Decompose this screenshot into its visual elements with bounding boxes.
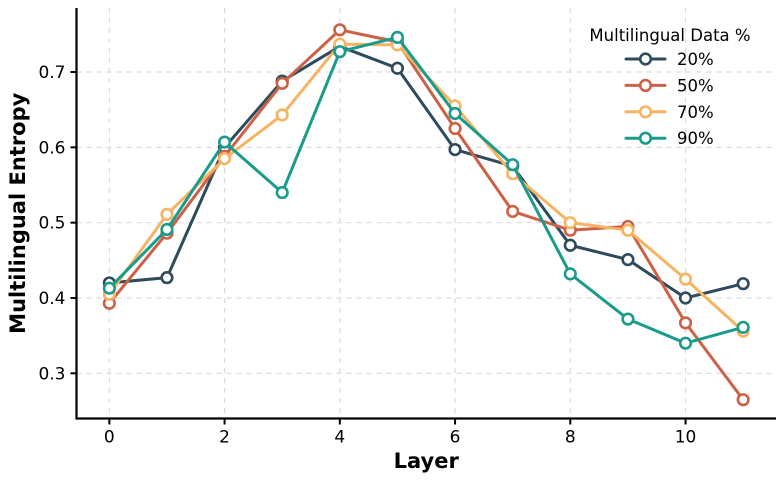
data-point <box>102 281 116 295</box>
x-tick-label: 8 <box>565 428 576 448</box>
data-point <box>217 152 232 166</box>
data-point <box>160 207 174 221</box>
data-point <box>160 271 174 285</box>
x-axis-label: Layer <box>394 449 460 473</box>
legend-marker-circle <box>638 105 653 119</box>
legend-title: Multilingual Data % <box>589 26 750 45</box>
legend-item-20%: 20% <box>624 50 714 69</box>
data-point <box>333 45 347 59</box>
data-point <box>506 204 520 218</box>
y-tick-label: 0.5 <box>38 214 65 234</box>
data-point <box>448 106 462 121</box>
data-point <box>736 320 750 334</box>
legend-marker-circle <box>638 78 653 92</box>
legend: Multilingual Data % 20% 50% 70% 90% <box>589 26 750 148</box>
legend-item-70%: 70% <box>624 103 714 122</box>
x-tick-label: 10 <box>675 428 697 448</box>
y-tick-label: 0.3 <box>38 364 65 384</box>
y-tick-label: 0.6 <box>38 138 65 158</box>
data-point <box>333 23 347 37</box>
data-point <box>736 393 750 407</box>
x-tick-label: 0 <box>104 428 115 448</box>
legend-marker-circle <box>638 131 653 145</box>
data-point <box>275 185 289 200</box>
legend-label: 90% <box>677 129 714 148</box>
legend-label: 70% <box>677 103 714 122</box>
data-point <box>621 312 635 326</box>
data-point <box>506 158 520 172</box>
data-point <box>390 61 405 75</box>
y-axis-label: Multilingual Entropy <box>6 92 30 333</box>
data-point <box>390 30 405 44</box>
data-point <box>563 216 577 230</box>
data-point <box>217 135 232 149</box>
y-tick-label: 0.7 <box>38 63 65 83</box>
x-tick-label: 6 <box>450 428 461 448</box>
data-point <box>448 143 462 157</box>
legend-marker-circle <box>638 52 653 66</box>
data-point <box>275 76 289 90</box>
x-tick-label: 4 <box>334 428 345 448</box>
data-point <box>160 222 174 237</box>
data-point <box>275 108 289 122</box>
series-line-90% <box>107 35 745 345</box>
data-point <box>678 272 693 286</box>
legend-item-90%: 90% <box>624 129 714 148</box>
y-tick-label: 0.4 <box>38 289 65 309</box>
x-tick-label: 2 <box>219 428 230 448</box>
data-point <box>621 252 635 267</box>
legend-item-50%: 50% <box>624 76 714 95</box>
legend-label: 20% <box>677 50 714 69</box>
data-point <box>678 291 693 305</box>
data-point <box>563 238 577 252</box>
legend-label: 50% <box>677 76 714 95</box>
data-point <box>678 316 693 330</box>
data-point <box>448 121 462 136</box>
data-point <box>678 336 693 350</box>
data-point <box>621 223 635 237</box>
data-point <box>736 277 750 291</box>
data-point <box>563 267 577 281</box>
